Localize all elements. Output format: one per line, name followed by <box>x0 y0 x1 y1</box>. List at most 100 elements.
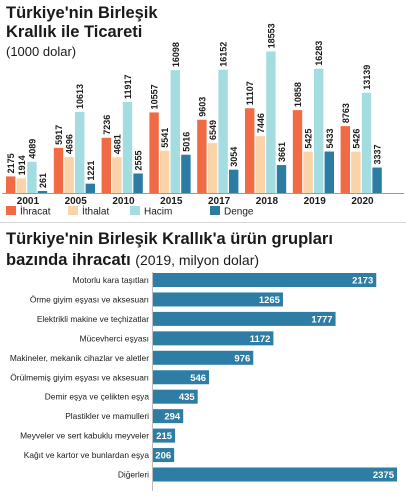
bar-value-label: 2173 <box>352 276 373 287</box>
bar-value-label: 10613 <box>75 84 85 109</box>
bar-i̇thalat-2001 <box>16 178 26 193</box>
legend-swatch-i̇hracat <box>6 206 16 215</box>
bar-export-3 <box>153 331 274 346</box>
bar-value-label: 261 <box>38 173 48 188</box>
category-label: Motorlu kara taşıtları <box>73 275 149 285</box>
bar-value-label: 13139 <box>362 65 372 90</box>
x-tick-label: 2020 <box>351 196 374 207</box>
bar-value-label: 5541 <box>160 128 170 148</box>
chart1-title-line1: Türkiye'nin Birleşik <box>6 4 158 22</box>
x-tick-label: 2015 <box>160 196 183 207</box>
bar-i̇thalat-2018 <box>255 136 265 193</box>
bar-i̇thalat-2010 <box>112 157 122 193</box>
bar-value-label: 215 <box>156 431 173 442</box>
category-label: Makineler, mekanik cihazlar ve aletler <box>10 353 149 363</box>
bar-hacim-2019 <box>314 68 324 193</box>
x-tick-label: 2010 <box>112 196 135 207</box>
bar-i̇hracat-2015 <box>149 112 159 193</box>
bar-value-label: 546 <box>190 373 206 384</box>
bar-value-label: 5425 <box>304 129 314 149</box>
bar-export-5 <box>153 370 210 385</box>
bar-value-label: 9603 <box>197 97 207 117</box>
bar-export-1 <box>153 292 283 307</box>
bar-i̇hracat-2001 <box>6 176 16 193</box>
bar-value-label: 18553 <box>266 23 276 48</box>
category-label: Mücevherci eşyası <box>80 333 149 343</box>
bar-i̇hracat-2019 <box>292 110 303 193</box>
bar-i̇hracat-2020 <box>340 126 350 193</box>
bar-export-8 <box>153 428 176 443</box>
bar-i̇hracat-2017 <box>197 119 207 193</box>
chart2-title-line1: Türkiye'nin Birleşik Krallık'a ürün grup… <box>6 230 333 248</box>
bar-value-label: 7446 <box>256 113 266 133</box>
legend-label: İhracat <box>20 205 51 218</box>
category-label: Örme giyim eşyası ve aksesuarı <box>30 294 149 304</box>
legend-label: Hacim <box>144 207 172 218</box>
bar-hacim-2005 <box>75 112 85 193</box>
bar-hacim-2001 <box>27 161 37 193</box>
category-label: Örülmemiş giyim eşyası ve aksesuarı <box>10 372 149 382</box>
category-label: Meyveler ve sert kabuklu meyveler <box>20 431 149 441</box>
bar-value-label: 435 <box>179 392 196 403</box>
bar-value-label: 16152 <box>219 42 229 67</box>
bar-value-label: 5016 <box>181 132 191 152</box>
bar-value-label: 4696 <box>65 134 75 154</box>
chart2-subtitle: (2019, milyon dolar) <box>135 252 260 268</box>
bar-export-0 <box>153 273 377 287</box>
bar-value-label: 4089 <box>27 139 37 159</box>
bar-value-label: 10557 <box>150 84 160 109</box>
bar-value-label: 2175 <box>6 153 16 173</box>
bar-i̇thalat-2017 <box>207 143 218 193</box>
bar-value-label: 16098 <box>171 42 181 67</box>
bar-value-label: 3661 <box>277 142 287 162</box>
bar-export-9 <box>153 448 175 463</box>
x-tick-label: 2017 <box>208 196 231 207</box>
x-tick-label: 2005 <box>65 196 88 207</box>
bar-value-label: 5433 <box>325 129 335 149</box>
bar-value-label: 2375 <box>373 470 395 481</box>
bar-value-label: 5426 <box>351 129 361 149</box>
export-hbar-chart: Motorlu kara taşıtları 2173 Örme giyim eşy… <box>10 272 397 491</box>
bar-value-label: 1777 <box>311 314 332 325</box>
bar-i̇thalat-2020 <box>351 151 361 193</box>
bar-denge-2019 <box>324 151 334 193</box>
bar-hacim-2010 <box>122 102 133 193</box>
bar-denge-2015 <box>181 154 191 193</box>
bar-value-label: 206 <box>155 451 171 462</box>
bar-denge-2005 <box>85 183 95 193</box>
category-label: Diğerleri <box>118 470 149 480</box>
bar-value-label: 2555 <box>134 150 144 170</box>
bar-value-label: 11917 <box>123 75 133 100</box>
bar-i̇thalat-2005 <box>64 157 74 193</box>
bar-denge-2010 <box>133 173 143 193</box>
bar-value-label: 3054 <box>229 147 239 167</box>
x-tick-label: 2019 <box>304 196 327 207</box>
bar-i̇hracat-2005 <box>53 147 64 193</box>
bar-i̇hracat-2018 <box>245 108 255 193</box>
chart1-title-line2: Krallık ile Ticareti <box>6 23 143 41</box>
chart1-subtitle: (1000 dolar) <box>6 44 77 59</box>
bar-export-6 <box>153 389 198 404</box>
bar-hacim-2018 <box>266 51 276 193</box>
legend-swatch-denge <box>210 206 220 215</box>
bar-export-4 <box>153 350 254 365</box>
section-divider <box>0 222 406 223</box>
category-label: Kağıt ve kartor ve bunlardan eşya <box>24 450 150 460</box>
bar-value-label: 1221 <box>86 161 96 181</box>
bar-value-label: 5917 <box>54 125 64 145</box>
category-label: Demir eşya ve çelikten eşya <box>45 392 150 402</box>
bar-value-label: 294 <box>164 412 181 423</box>
bar-hacim-2020 <box>361 92 372 193</box>
category-label: Plastikler ve mamulleri <box>65 411 149 421</box>
bar-value-label: 1172 <box>250 334 271 345</box>
bar-value-label: 4681 <box>112 134 122 154</box>
bar-value-label: 6549 <box>208 120 218 140</box>
legend-swatch-hacim <box>130 206 140 215</box>
bar-value-label: 1265 <box>259 295 281 306</box>
bar-value-label: 8763 <box>341 103 351 123</box>
x-tick-label: 2018 <box>256 196 279 207</box>
bar-denge-2017 <box>229 169 239 193</box>
bar-export-7 <box>153 409 184 424</box>
